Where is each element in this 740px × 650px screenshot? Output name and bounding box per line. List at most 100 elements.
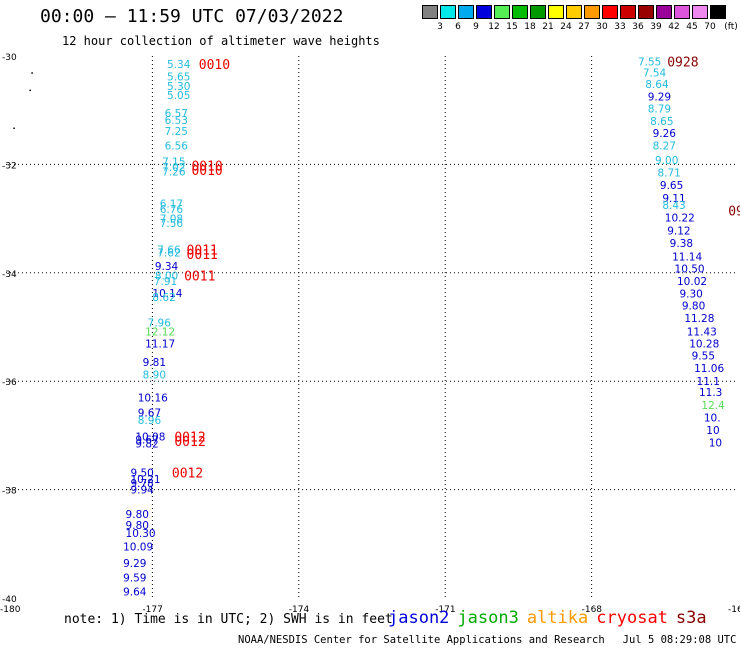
legend-bin-label: 18: [524, 22, 536, 32]
x-tick-label: -174: [289, 605, 310, 615]
legend-swatch: [710, 5, 726, 19]
swh-value: 5.65: [167, 72, 190, 84]
swh-value: 11.14: [672, 252, 702, 264]
legend-bin-label: 42: [668, 22, 680, 32]
swh-value: 5.34: [167, 59, 191, 71]
swh-value: 10.16: [138, 392, 168, 404]
swh-value: 10.22: [665, 213, 695, 225]
legend-bin-label: 30: [596, 22, 608, 32]
legend-bin-label: 12: [488, 22, 500, 32]
swh-value: 10.02: [677, 276, 707, 288]
legend-swatch: [692, 5, 708, 19]
swh-value: 9.26: [653, 128, 677, 140]
legend-bin-label: 33: [614, 22, 626, 32]
swh-value: 12.4: [701, 400, 725, 412]
swh-value: 10.14: [152, 288, 182, 300]
swh-value: 9.81: [143, 357, 166, 369]
swh-value: 10: [709, 437, 722, 449]
swh-value: 7.02: [162, 162, 185, 174]
swh-value: 9.29: [123, 558, 146, 570]
swh-value: 9.80: [126, 509, 149, 521]
y-tick-label: -40: [2, 595, 17, 605]
swh-value: 7.25: [165, 126, 188, 138]
x-tick-label: -16: [728, 605, 740, 615]
legend-bin-label: 24: [560, 22, 572, 32]
y-tick-label: -38: [2, 487, 17, 497]
legend-bin-label: 45: [686, 22, 698, 32]
satellite-altika: altika: [526, 608, 589, 628]
swh-value: 5.30: [167, 81, 190, 93]
legend-bin-label: 36: [632, 22, 644, 32]
swh-value: 9.29: [648, 92, 671, 104]
legend-swatch: [602, 5, 618, 19]
swh-value: 7.62: [157, 248, 180, 260]
satellite-jason3: jason3: [457, 608, 519, 628]
x-tick-label: -180: [0, 605, 21, 615]
satellite-cryosat: cryosat: [596, 608, 668, 628]
swh-value: 9.78: [130, 478, 153, 490]
legend-bin-label: 70: [704, 22, 716, 32]
credit-line: NOAA/NESDIS Center for Satellite Applica…: [238, 634, 740, 646]
legend-swatch: [620, 5, 636, 19]
swh-value: 10.08: [135, 431, 165, 443]
time-label: 0012: [174, 430, 205, 445]
swh-value: 9.59: [123, 572, 146, 584]
swh-value: 9.55: [692, 351, 715, 363]
time-label: 0011: [184, 270, 215, 285]
swh-value: 11.06: [694, 363, 724, 375]
swh-value: 10.21: [130, 474, 160, 486]
legend-bin-label: 3: [437, 22, 443, 32]
swh-value: 10.: [704, 413, 721, 425]
x-tick-label: -168: [582, 605, 603, 615]
swh-value: 9.94: [130, 485, 154, 497]
swh-value: 6.17: [160, 198, 183, 210]
swh-value: 9.67: [138, 408, 161, 420]
swh-value: 10.30: [126, 528, 156, 540]
legend-swatch: [440, 5, 456, 19]
generated-timestamp: Jul 5 08:29:08 UTC 2022: [622, 634, 740, 646]
time-label: 0012: [174, 435, 205, 450]
swh-value: 9.82: [135, 439, 158, 451]
swh-value: 8.27: [653, 140, 676, 152]
swh-value: 10.09: [123, 542, 153, 554]
swh-value: 11.17: [145, 338, 175, 350]
swh-value: 9.30: [679, 288, 702, 300]
x-tick-label: -177: [142, 605, 162, 615]
swh-value: 10.28: [689, 338, 719, 350]
legend-swatch: [656, 5, 672, 19]
swh-value: 8.43: [662, 200, 685, 212]
y-tick-label: -32: [2, 161, 17, 171]
data-speck: [13, 127, 15, 130]
swh-value: 9.65: [660, 180, 683, 192]
swh-value: 9.00: [655, 155, 678, 167]
swh-value: 7.55: [638, 56, 661, 68]
time-label: 0010: [199, 58, 230, 73]
credit-text: NOAA/NESDIS Center for Satellite Applica…: [238, 634, 605, 646]
swh-value: 6.76: [160, 204, 184, 216]
swh-value: 6.53: [165, 115, 188, 127]
legend-swatch: [674, 5, 690, 19]
legend-bin-label: 6: [455, 22, 461, 32]
swh-value: 8.65: [650, 116, 673, 128]
y-tick-label: -36: [2, 378, 17, 388]
satellite-legend: jason2 jason3 altika cryosat s3a: [388, 608, 715, 628]
legend-swatch: [566, 5, 582, 19]
swh-value: 8.62: [152, 292, 175, 304]
swh-value: 9.80: [682, 300, 705, 312]
legend-swatch: [512, 5, 528, 19]
swh-value: 7.15: [162, 157, 185, 169]
swh-value: 7.26: [162, 166, 186, 178]
legend-bin-label: 27: [578, 22, 590, 32]
swh-value: 11.3: [699, 387, 722, 399]
legend-swatch: [494, 5, 510, 19]
time-label: 0010: [191, 164, 222, 179]
swh-value: 11.43: [687, 326, 717, 338]
swh-value: 5.05: [167, 90, 190, 102]
legend-bin-label: 39: [650, 22, 662, 32]
swh-value: 6.56: [165, 140, 189, 152]
data-speck: [31, 72, 33, 74]
swh-value: 8.00: [155, 271, 178, 283]
time-label: 0012: [172, 466, 203, 481]
legend-swatch: [584, 5, 600, 19]
legend-swatch: [638, 5, 654, 19]
